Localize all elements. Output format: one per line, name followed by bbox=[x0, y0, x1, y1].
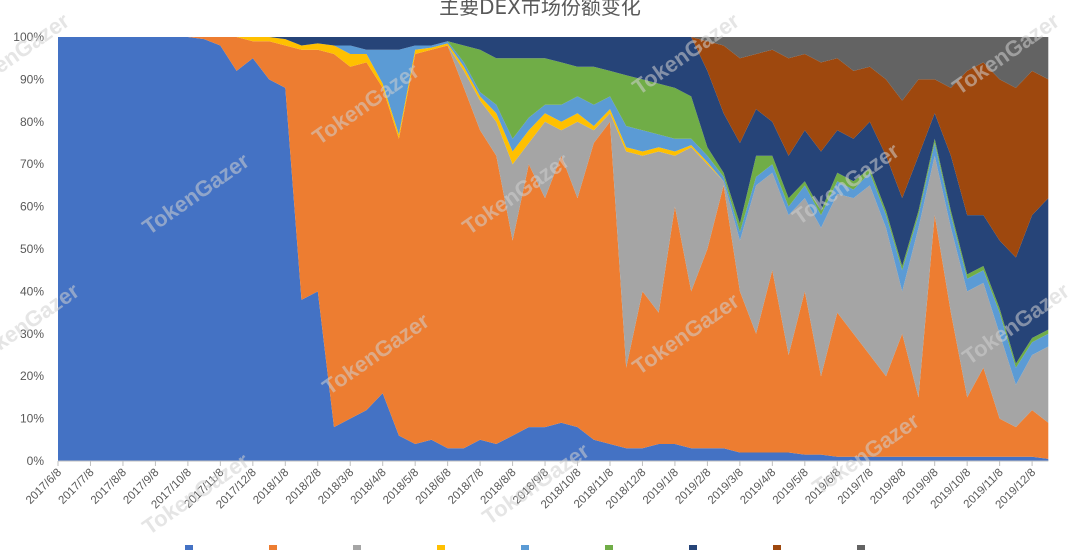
legend-swatch-9 bbox=[857, 545, 865, 550]
legend-swatch-4 bbox=[437, 545, 445, 550]
legend-swatch-6 bbox=[605, 545, 613, 550]
chart-title: 主要DEX市场份额变化 bbox=[439, 0, 641, 19]
legend-swatch-5 bbox=[521, 545, 529, 550]
legend-layer bbox=[185, 545, 865, 550]
y-tick-label: 30% bbox=[20, 327, 44, 341]
series-area-6 bbox=[58, 37, 1049, 368]
y-tick-label: 70% bbox=[20, 157, 44, 171]
series-area-9 bbox=[58, 37, 1049, 101]
y-tick-label: 90% bbox=[20, 72, 44, 86]
series-area-3 bbox=[58, 37, 1049, 428]
legend-swatch-2 bbox=[269, 545, 277, 550]
y-tick-label: 60% bbox=[20, 200, 44, 214]
legend-swatch-7 bbox=[689, 545, 697, 550]
legend-swatch-8 bbox=[773, 545, 781, 550]
y-tick-label: 100% bbox=[13, 30, 44, 44]
legend-swatch-1 bbox=[185, 545, 193, 550]
y-tick-label: 0% bbox=[27, 454, 45, 468]
y-tick-label: 20% bbox=[20, 369, 44, 383]
y-tick-label: 80% bbox=[20, 115, 44, 129]
legend-swatch-3 bbox=[353, 545, 361, 550]
y-tick-label: 40% bbox=[20, 284, 44, 298]
area-layer bbox=[58, 37, 1049, 461]
series-area-8 bbox=[58, 37, 1049, 258]
y-tick-label: 50% bbox=[20, 242, 44, 256]
series-area-2 bbox=[58, 37, 1049, 459]
series-area-5 bbox=[58, 37, 1049, 385]
series-area-1 bbox=[58, 37, 1049, 461]
y-tick-label: 10% bbox=[20, 412, 44, 426]
